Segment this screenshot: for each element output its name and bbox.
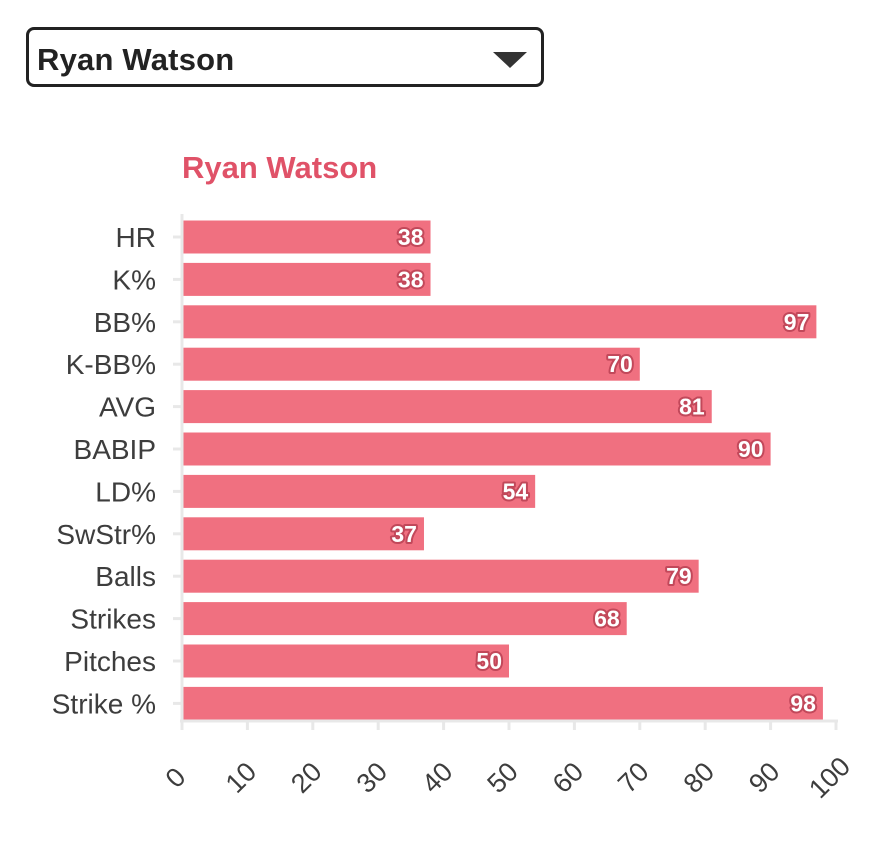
player-select[interactable]: Ryan Watson — [26, 27, 544, 87]
bar[interactable] — [183, 390, 712, 424]
category-label: K-BB% — [66, 349, 156, 380]
bar[interactable] — [183, 686, 823, 720]
category-label: LD% — [95, 476, 156, 507]
bar-value-label: 90 — [738, 436, 764, 462]
triangle-down-icon[interactable] — [493, 52, 527, 68]
bar-value-label: 37 — [391, 521, 417, 547]
bar[interactable] — [183, 644, 509, 678]
bar-value-label: 68 — [594, 606, 620, 632]
bar-value-label: 70 — [607, 351, 633, 377]
x-tick-label: 60 — [547, 756, 589, 798]
x-tick-label: 20 — [285, 756, 327, 798]
bar[interactable] — [183, 305, 817, 339]
bar-value-label: 54 — [503, 478, 529, 504]
bar[interactable] — [183, 559, 699, 593]
player-select-value: Ryan Watson — [37, 42, 235, 77]
bar-value-label: 50 — [476, 648, 502, 674]
category-label: Balls — [95, 561, 156, 592]
category-label: BB% — [94, 307, 156, 338]
x-tick-label: 50 — [481, 756, 523, 798]
bar-value-label: 97 — [784, 309, 810, 335]
bar[interactable] — [183, 517, 424, 551]
x-tick-label: 90 — [743, 756, 785, 798]
x-tick-label: 10 — [220, 756, 262, 798]
bar[interactable] — [183, 432, 771, 466]
bar-value-label: 98 — [790, 690, 816, 716]
bar-value-label: 38 — [398, 224, 424, 250]
bar[interactable] — [183, 347, 640, 381]
category-label: SwStr% — [56, 519, 156, 550]
x-tick-label: 0 — [160, 762, 192, 794]
category-label: BABIP — [74, 434, 156, 465]
category-label: HR — [116, 222, 156, 253]
category-label: Strikes — [70, 604, 156, 635]
category-label: Pitches — [64, 646, 156, 677]
x-tick-label: 70 — [612, 756, 654, 798]
x-tick-label: 80 — [678, 756, 720, 798]
bar-value-label: 81 — [679, 394, 705, 420]
x-tick-label: 30 — [351, 756, 393, 798]
bar[interactable] — [183, 474, 536, 508]
bar[interactable] — [183, 602, 627, 636]
x-tick-label: 40 — [416, 756, 458, 798]
chart-title: Ryan Watson — [182, 150, 377, 185]
bar[interactable] — [183, 262, 431, 296]
category-label: Strike % — [52, 688, 156, 719]
x-tick-label: 100 — [803, 751, 856, 804]
bar-value-label: 38 — [398, 266, 424, 292]
bar[interactable] — [183, 220, 431, 254]
category-label: AVG — [99, 392, 156, 423]
category-label: K% — [112, 264, 156, 295]
bar-value-label: 79 — [666, 563, 692, 589]
bars-layer: 38 38 97 70 81 90 54 37 79 68 50 98 — [183, 220, 823, 720]
